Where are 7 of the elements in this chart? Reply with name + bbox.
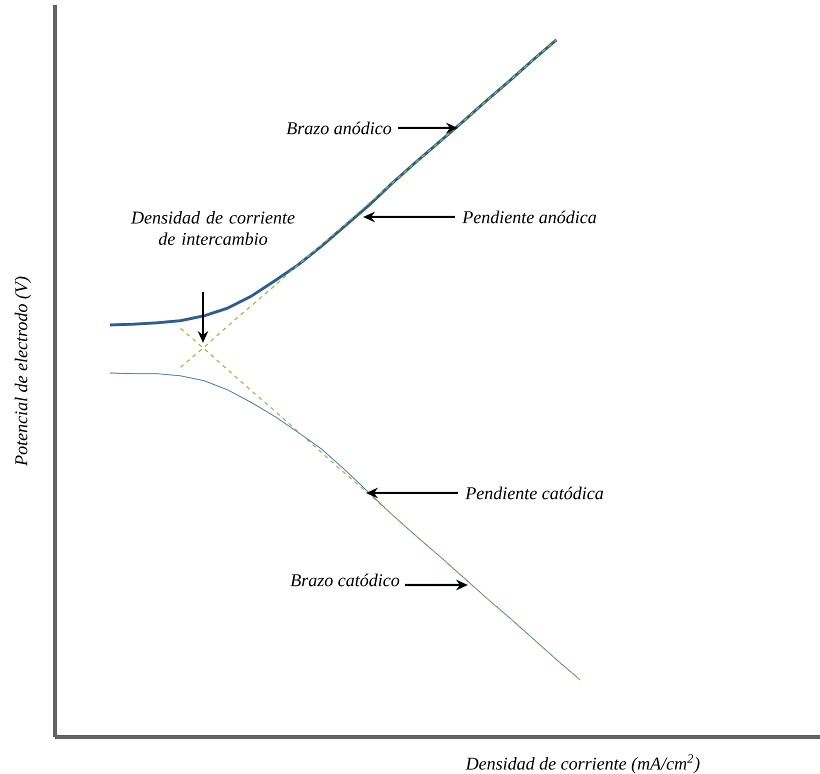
y-axis-title: Potencial de electrodo (V) xyxy=(14,276,32,466)
annotation: Pendiente anódica xyxy=(462,210,596,224)
annotation: Densidad de corriente de intercambio xyxy=(130,210,295,245)
x-axis-title: Densidad de corriente (mA/cm$^{2}$) xyxy=(465,754,700,774)
annotation: Pendiente catódica xyxy=(465,486,604,500)
annotation: Brazo catódico xyxy=(290,574,400,586)
annotation: Brazo anódico xyxy=(286,122,392,134)
